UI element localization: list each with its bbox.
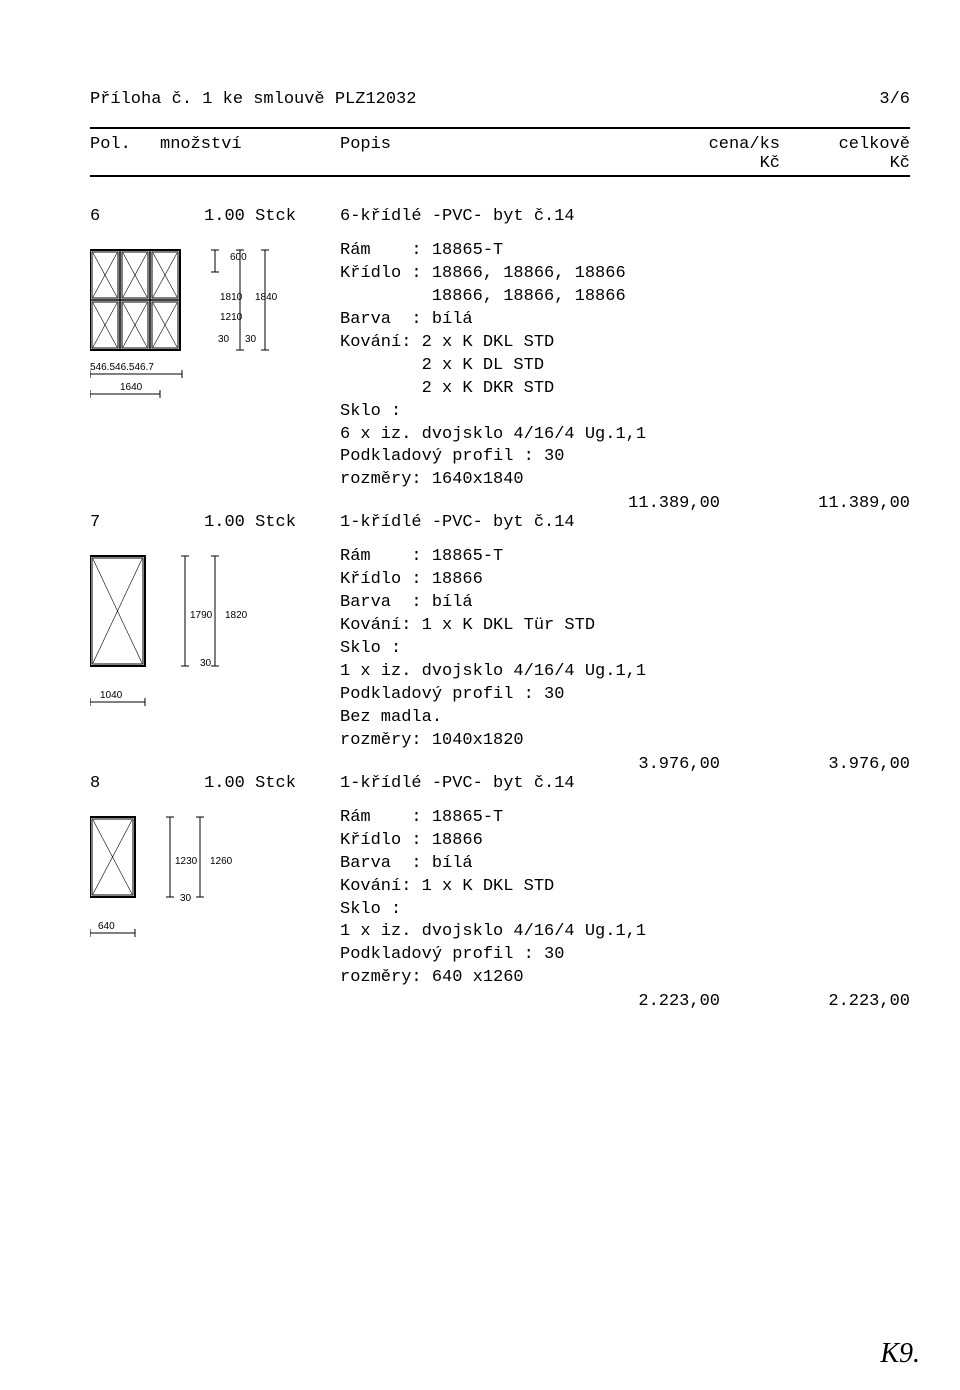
item-diagram-cell: 1230 1260 30 640 [90, 807, 340, 1012]
item-price-row: 2.223,00 2.223,00 [340, 992, 910, 1011]
item-specs: Rám : 18865-T Křídlo : 18866, 18866, 188… [340, 240, 910, 492]
svg-text:640: 640 [98, 921, 115, 932]
page-number: 3/6 [879, 90, 910, 109]
item-pol: 7 [90, 513, 160, 532]
svg-text:30: 30 [218, 334, 230, 345]
item-desc-title: 1-křídlé -PVC- byt č.14 [340, 774, 910, 793]
item-cena: 11.389,00 [590, 494, 720, 513]
signature-mark: K9. [880, 1338, 920, 1370]
svg-text:1790: 1790 [190, 610, 213, 621]
svg-text:546.546.546.7: 546.546.546.7 [90, 362, 154, 373]
item-desc-title: 1-křídlé -PVC- byt č.14 [340, 513, 910, 532]
col-cena: cena/ksKč [610, 135, 780, 173]
svg-text:30: 30 [180, 893, 192, 904]
item-desc-title: 6-křídlé -PVC- byt č.14 [340, 207, 910, 226]
window-diagram: 1230 1260 30 640 [90, 809, 320, 949]
col-popis: Popis [340, 135, 610, 173]
svg-text:1260: 1260 [210, 856, 233, 867]
svg-text:1040: 1040 [100, 690, 123, 701]
item-cena: 2.223,00 [590, 992, 720, 1011]
item-celk: 2.223,00 [780, 992, 910, 1011]
item-diagram-cell: 6001810184012103030546.546.546.71640 [90, 240, 340, 513]
svg-text:1820: 1820 [225, 610, 248, 621]
col-qty: množství [160, 135, 340, 173]
item-pol: 6 [90, 207, 160, 226]
svg-text:600: 600 [230, 252, 247, 263]
item-qty: 1.00 Stck [160, 207, 340, 226]
svg-text:1810: 1810 [220, 292, 243, 303]
item-cena: 3.976,00 [590, 755, 720, 774]
svg-text:30: 30 [245, 334, 257, 345]
item-qty: 1.00 Stck [160, 774, 340, 793]
item-specs: Rám : 18865-T Křídlo : 18866 Barva : bíl… [340, 546, 910, 752]
item-spec-cell: Rám : 18865-T Křídlo : 18866 Barva : bíl… [340, 807, 910, 1012]
item-price-row: 11.389,00 11.389,00 [340, 494, 910, 513]
column-headers: Pol. množství Popis cena/ksKč celkověKč [90, 127, 910, 177]
window-diagram: 6001810184012103030546.546.546.71640 [90, 242, 320, 422]
item-qty: 1.00 Stck [160, 513, 340, 532]
svg-text:30: 30 [200, 658, 212, 669]
window-diagram: 1790 1820 30 1040 [90, 548, 320, 718]
item-spec-cell: Rám : 18865-T Křídlo : 18866 Barva : bíl… [340, 546, 910, 773]
svg-text:1840: 1840 [255, 292, 278, 303]
col-celk: celkověKč [780, 135, 910, 173]
item-spec-cell: Rám : 18865-T Křídlo : 18866, 18866, 188… [340, 240, 910, 513]
col-pol: Pol. [90, 135, 160, 173]
svg-text:1640: 1640 [120, 382, 143, 393]
svg-text:1210: 1210 [220, 312, 243, 323]
item-title-line: 71.00 Stck1-křídlé -PVC- byt č.14 [90, 513, 910, 532]
item-price-row: 3.976,00 3.976,00 [340, 755, 910, 774]
item-celk: 11.389,00 [780, 494, 910, 513]
svg-text:1230: 1230 [175, 856, 198, 867]
item-title-line: 81.00 Stck1-křídlé -PVC- byt č.14 [90, 774, 910, 793]
item-title-line: 61.00 Stck6-křídlé -PVC- byt č.14 [90, 207, 910, 226]
doc-title: Příloha č. 1 ke smlouvě PLZ12032 [90, 90, 416, 109]
item-pol: 8 [90, 774, 160, 793]
item-specs: Rám : 18865-T Křídlo : 18866 Barva : bíl… [340, 807, 910, 991]
item-diagram-cell: 1790 1820 30 1040 [90, 546, 340, 773]
item-celk: 3.976,00 [780, 755, 910, 774]
